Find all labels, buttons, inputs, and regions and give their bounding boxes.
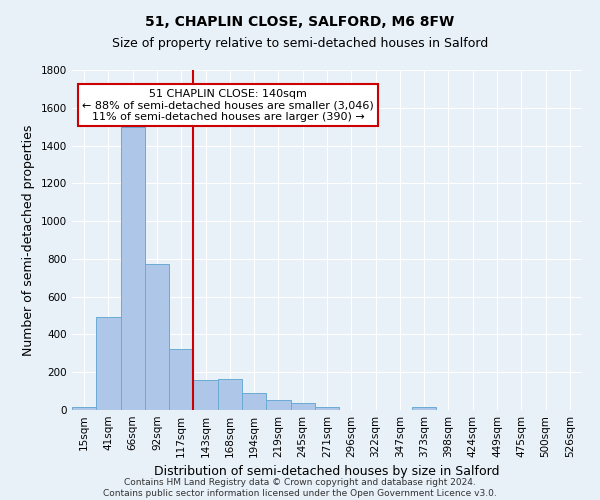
- Bar: [72, 407, 96, 410]
- Bar: [242, 393, 266, 410]
- Text: 51 CHAPLIN CLOSE: 140sqm
← 88% of semi-detached houses are smaller (3,046)
11% o: 51 CHAPLIN CLOSE: 140sqm ← 88% of semi-d…: [82, 88, 374, 122]
- Bar: [169, 348, 193, 410]
- X-axis label: Distribution of semi-detached houses by size in Salford: Distribution of semi-detached houses by …: [154, 466, 500, 478]
- Bar: [266, 400, 290, 410]
- Bar: [96, 318, 121, 410]
- Text: Size of property relative to semi-detached houses in Salford: Size of property relative to semi-detach…: [112, 38, 488, 51]
- Y-axis label: Number of semi-detached properties: Number of semi-detached properties: [22, 124, 35, 356]
- Text: 51, CHAPLIN CLOSE, SALFORD, M6 8FW: 51, CHAPLIN CLOSE, SALFORD, M6 8FW: [145, 15, 455, 29]
- Bar: [193, 380, 218, 410]
- Bar: [145, 264, 169, 410]
- Bar: [290, 404, 315, 410]
- Bar: [218, 379, 242, 410]
- Bar: [121, 126, 145, 410]
- Bar: [315, 407, 339, 410]
- Bar: [412, 407, 436, 410]
- Text: Contains HM Land Registry data © Crown copyright and database right 2024.
Contai: Contains HM Land Registry data © Crown c…: [103, 478, 497, 498]
